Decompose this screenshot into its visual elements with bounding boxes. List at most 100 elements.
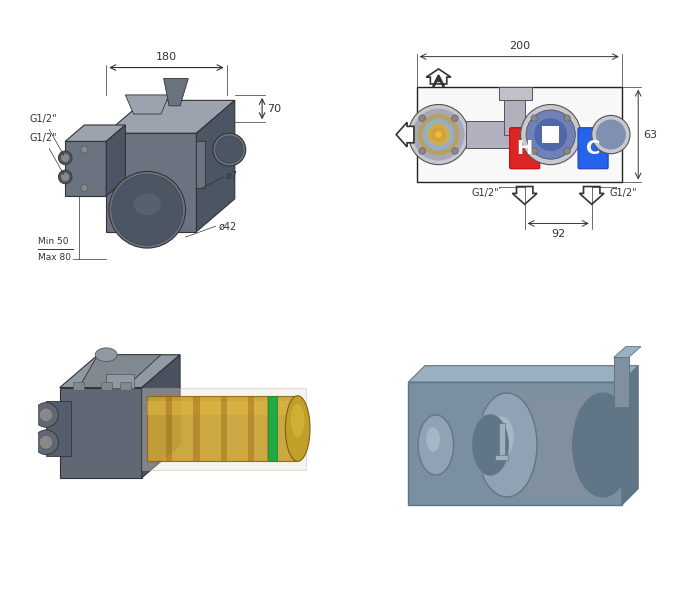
Bar <box>499 87 532 100</box>
Polygon shape <box>507 393 602 497</box>
Polygon shape <box>106 133 196 232</box>
Polygon shape <box>579 186 604 204</box>
Polygon shape <box>396 122 414 147</box>
Polygon shape <box>196 100 235 232</box>
Polygon shape <box>147 396 297 461</box>
Circle shape <box>39 436 53 449</box>
Bar <box>409 382 622 505</box>
Polygon shape <box>142 387 306 470</box>
Ellipse shape <box>216 136 243 163</box>
Ellipse shape <box>477 393 537 497</box>
Circle shape <box>452 115 458 122</box>
Text: 70: 70 <box>268 104 282 114</box>
Circle shape <box>521 104 581 164</box>
Ellipse shape <box>95 348 117 362</box>
Circle shape <box>39 408 53 422</box>
Text: 92: 92 <box>551 229 565 239</box>
Ellipse shape <box>58 170 72 184</box>
Ellipse shape <box>285 396 310 461</box>
Circle shape <box>418 114 459 155</box>
Circle shape <box>413 109 464 161</box>
Ellipse shape <box>81 146 88 153</box>
FancyBboxPatch shape <box>578 128 608 169</box>
Text: ø7: ø7 <box>225 170 237 181</box>
Text: 63: 63 <box>644 130 657 139</box>
Polygon shape <box>196 141 205 188</box>
Text: G1/2": G1/2" <box>30 133 64 175</box>
Bar <box>507 393 602 497</box>
Bar <box>248 396 254 461</box>
Polygon shape <box>60 355 180 387</box>
Polygon shape <box>106 125 125 196</box>
Circle shape <box>531 115 537 122</box>
Text: G1/2": G1/2" <box>471 188 499 199</box>
Text: Min 50: Min 50 <box>38 236 68 246</box>
Ellipse shape <box>61 173 69 181</box>
Bar <box>193 396 200 461</box>
Ellipse shape <box>572 393 633 497</box>
Text: Max 80: Max 80 <box>38 253 71 262</box>
Polygon shape <box>142 355 180 478</box>
Circle shape <box>526 110 575 159</box>
Circle shape <box>423 119 454 150</box>
Polygon shape <box>106 374 133 387</box>
Ellipse shape <box>473 415 508 475</box>
Ellipse shape <box>489 416 514 457</box>
FancyBboxPatch shape <box>510 128 540 169</box>
Bar <box>543 126 559 143</box>
Bar <box>74 382 85 390</box>
Bar <box>495 455 508 460</box>
Circle shape <box>531 148 537 155</box>
Text: 180: 180 <box>156 52 177 62</box>
Circle shape <box>419 148 425 155</box>
Ellipse shape <box>133 193 161 215</box>
Ellipse shape <box>81 185 88 191</box>
Circle shape <box>596 120 626 150</box>
Bar <box>166 396 172 461</box>
Text: H: H <box>517 139 533 158</box>
Polygon shape <box>125 95 169 114</box>
Bar <box>499 423 505 456</box>
Polygon shape <box>613 346 641 357</box>
Ellipse shape <box>61 154 69 162</box>
Text: G1/2": G1/2" <box>30 114 64 155</box>
Bar <box>268 396 277 461</box>
Bar <box>504 93 525 134</box>
Ellipse shape <box>109 172 185 248</box>
Circle shape <box>452 148 458 155</box>
Polygon shape <box>60 387 142 478</box>
Polygon shape <box>409 365 638 382</box>
Polygon shape <box>426 69 451 84</box>
Polygon shape <box>147 401 297 415</box>
Polygon shape <box>164 78 188 106</box>
Circle shape <box>534 118 567 151</box>
Circle shape <box>34 430 58 455</box>
Polygon shape <box>622 365 638 505</box>
Circle shape <box>431 127 447 142</box>
Bar <box>101 382 112 390</box>
Bar <box>120 382 131 390</box>
Ellipse shape <box>112 174 183 246</box>
Bar <box>221 396 227 461</box>
Circle shape <box>436 131 442 138</box>
Bar <box>436 415 491 475</box>
Bar <box>267 396 273 461</box>
Text: G1/2": G1/2" <box>609 188 637 199</box>
Ellipse shape <box>213 133 246 166</box>
Circle shape <box>409 104 469 164</box>
Bar <box>417 87 622 183</box>
Circle shape <box>34 403 58 427</box>
Polygon shape <box>106 100 235 133</box>
Circle shape <box>564 115 570 122</box>
Ellipse shape <box>426 427 440 452</box>
Polygon shape <box>46 401 71 456</box>
Polygon shape <box>65 125 125 141</box>
Text: 200: 200 <box>508 41 530 51</box>
Ellipse shape <box>291 404 304 437</box>
Polygon shape <box>513 186 537 204</box>
Circle shape <box>564 148 570 155</box>
Polygon shape <box>79 355 161 387</box>
Circle shape <box>592 115 630 154</box>
Bar <box>466 121 523 148</box>
Ellipse shape <box>418 415 453 475</box>
